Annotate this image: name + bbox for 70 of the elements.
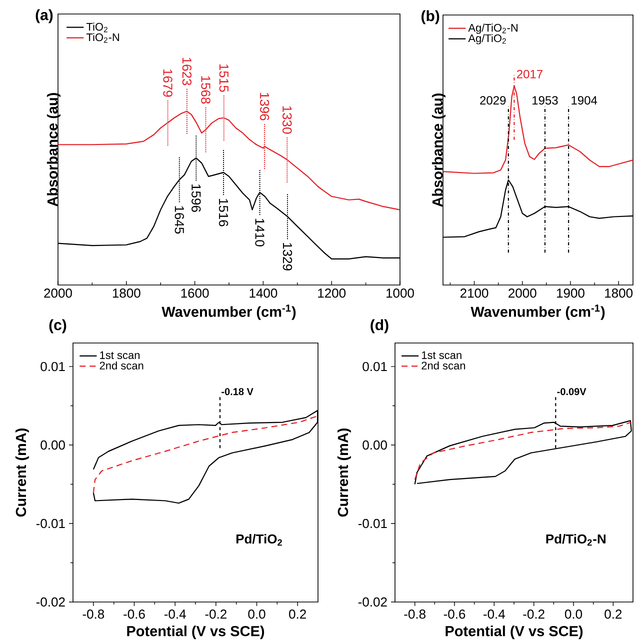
- y-axis-title: Absorbance (au): [46, 93, 60, 206]
- x-tick-label: -0.8: [82, 610, 104, 619]
- annotation: -0.18 V: [222, 388, 254, 396]
- x-tick-label: -0.4: [164, 610, 186, 619]
- x-axis-title: Potential (V vs SCE): [446, 626, 583, 640]
- x-tick-label: -0.2: [523, 610, 544, 619]
- x-tick-label: -0.6: [444, 610, 466, 619]
- ref-line-label: 1953: [532, 96, 558, 105]
- annotation: 1410: [255, 218, 264, 246]
- y-tick-label: -0.02: [36, 597, 65, 607]
- annotation: 1596: [192, 184, 201, 212]
- x-tick-label: 1800: [112, 288, 140, 298]
- y-tick-label: -0.02: [358, 597, 387, 607]
- y-tick-label: 0.01: [40, 362, 65, 372]
- x-tick-label: 2100: [460, 288, 488, 298]
- ref-line-label: 1904: [572, 96, 598, 105]
- legend-label: TiO$_{2}$: [86, 22, 108, 32]
- x-tick-label: 1000: [386, 288, 414, 298]
- legend-label: TiO$_{2}$-N: [86, 33, 120, 43]
- line-series: [92, 415, 318, 494]
- annotation: 1679: [163, 69, 172, 97]
- legend-label: 2nd scan: [422, 361, 466, 370]
- x-axis-title: Potential (V vs SCE): [127, 626, 264, 640]
- x-tick-label: -0.4: [484, 610, 505, 619]
- legend-label: 1st scan: [100, 351, 140, 360]
- y-axis-title: Absorbance (au): [432, 94, 446, 207]
- ref-line-label: 2029: [480, 96, 506, 105]
- annotation: 1330: [282, 106, 292, 134]
- annotation: 1623: [182, 58, 192, 86]
- annotation: 1515: [219, 64, 228, 92]
- x-tick-label: 1600: [181, 288, 209, 298]
- annotation: 1396: [260, 92, 270, 120]
- legend-label: 1st scan: [422, 351, 462, 360]
- y-tick-label: 0.00: [362, 440, 387, 450]
- y-tick-label: -0.01: [36, 518, 65, 528]
- annotation: -0.09V: [557, 388, 586, 396]
- x-tick-label: 0.2: [289, 610, 306, 619]
- y-tick-label: -0.01: [358, 518, 387, 528]
- annotation: 1329: [282, 243, 292, 270]
- legend-label: Ag/TiO$_{2}$: [468, 34, 506, 44]
- chart-title: (d): [370, 319, 388, 334]
- x-tick-label: 2000: [44, 288, 72, 298]
- x-tick-label: 0.0: [564, 610, 582, 619]
- annotation: Pd/TiO$_{2}$-N: [546, 534, 606, 546]
- y-axis-title: Current (mA): [15, 428, 29, 517]
- legend-label: 2nd scan: [100, 361, 144, 370]
- x-tick-label: 1200: [318, 288, 346, 298]
- y-axis-title: Current (mA): [337, 428, 351, 517]
- annotation: 1645: [174, 206, 184, 234]
- annotation: Pd/TiO$_{2}$: [236, 534, 282, 546]
- chart-title: (a): [36, 9, 53, 24]
- y-tick-label: 0.00: [40, 440, 65, 450]
- x-tick-label: 2000: [508, 288, 536, 298]
- annotation: 2017: [516, 70, 542, 78]
- x-axis-title: Wavenumber (cm$^{-1}$): [162, 304, 296, 320]
- x-tick-label: 0.0: [248, 610, 266, 619]
- x-tick-label: 0.2: [604, 610, 622, 619]
- annotation: 1516: [218, 198, 228, 226]
- x-tick-label: -0.8: [404, 610, 426, 619]
- x-tick-label: -0.6: [124, 610, 145, 619]
- legend-label: Ag/TiO$_{2}$-N: [468, 24, 518, 34]
- chart-title: (c): [49, 319, 66, 334]
- x-tick-label: 1800: [605, 288, 633, 298]
- x-axis-title: Wavenumber (cm$^{-1}$): [470, 304, 605, 320]
- annotation: 1568: [201, 76, 210, 104]
- y-tick-label: 0.01: [362, 362, 387, 372]
- x-tick-label: 1900: [557, 288, 584, 298]
- x-tick-label: 1400: [250, 288, 278, 298]
- x-tick-label: -0.2: [205, 610, 226, 619]
- chart-title: (b): [422, 10, 440, 24]
